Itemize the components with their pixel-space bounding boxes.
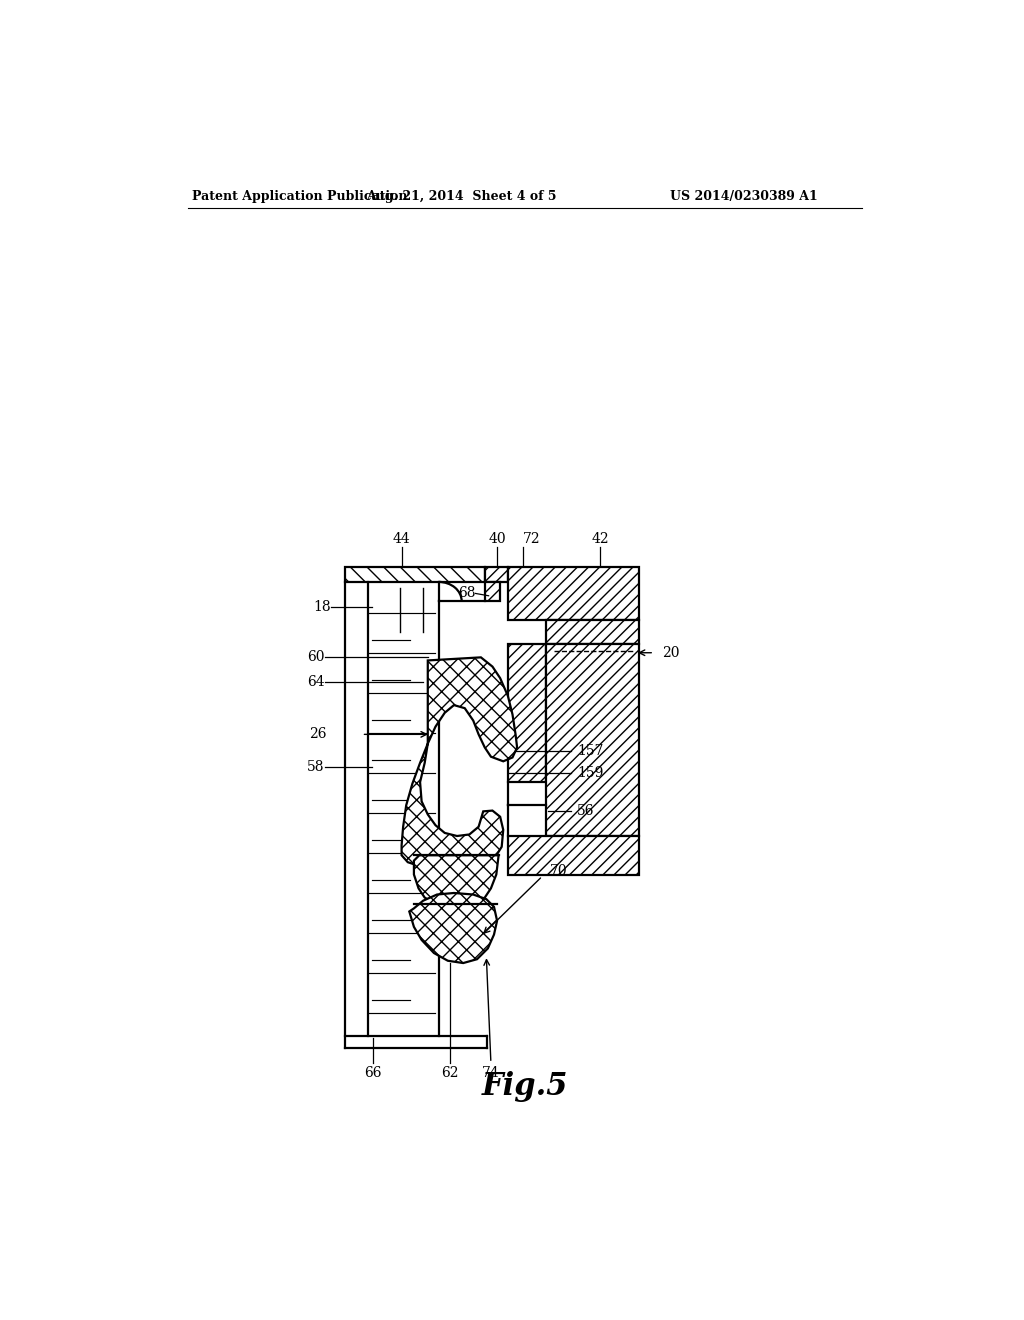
Text: 62: 62 (441, 1067, 459, 1080)
Polygon shape (484, 582, 500, 601)
Text: 56: 56 (578, 804, 595, 818)
Text: 20: 20 (662, 645, 679, 660)
Text: 26: 26 (308, 727, 326, 742)
Text: 72: 72 (523, 532, 541, 545)
Text: Aug. 21, 2014  Sheet 4 of 5: Aug. 21, 2014 Sheet 4 of 5 (367, 190, 557, 203)
Text: 58: 58 (307, 760, 325, 774)
Polygon shape (484, 566, 508, 582)
Polygon shape (345, 566, 484, 582)
Polygon shape (414, 855, 499, 906)
Polygon shape (410, 892, 497, 964)
Text: US 2014/0230389 A1: US 2014/0230389 A1 (670, 190, 817, 203)
Text: 44: 44 (393, 532, 411, 545)
Polygon shape (508, 644, 547, 781)
Text: 60: 60 (307, 651, 325, 664)
Text: 40: 40 (488, 532, 506, 545)
Polygon shape (547, 644, 639, 836)
Polygon shape (401, 657, 517, 869)
Text: 64: 64 (307, 675, 325, 689)
Text: 42: 42 (592, 532, 609, 545)
Text: 70: 70 (550, 863, 568, 878)
Polygon shape (547, 620, 639, 644)
Text: 18: 18 (313, 599, 331, 614)
Text: 74: 74 (482, 1067, 500, 1080)
Text: 66: 66 (365, 1067, 382, 1080)
Text: 68: 68 (458, 586, 475, 601)
Text: Patent Application Publication: Patent Application Publication (193, 190, 408, 203)
Text: 159: 159 (578, 766, 603, 780)
Text: 157: 157 (578, 744, 604, 758)
Polygon shape (508, 836, 639, 875)
Polygon shape (508, 566, 639, 620)
Text: Fig.5: Fig.5 (481, 1071, 568, 1102)
